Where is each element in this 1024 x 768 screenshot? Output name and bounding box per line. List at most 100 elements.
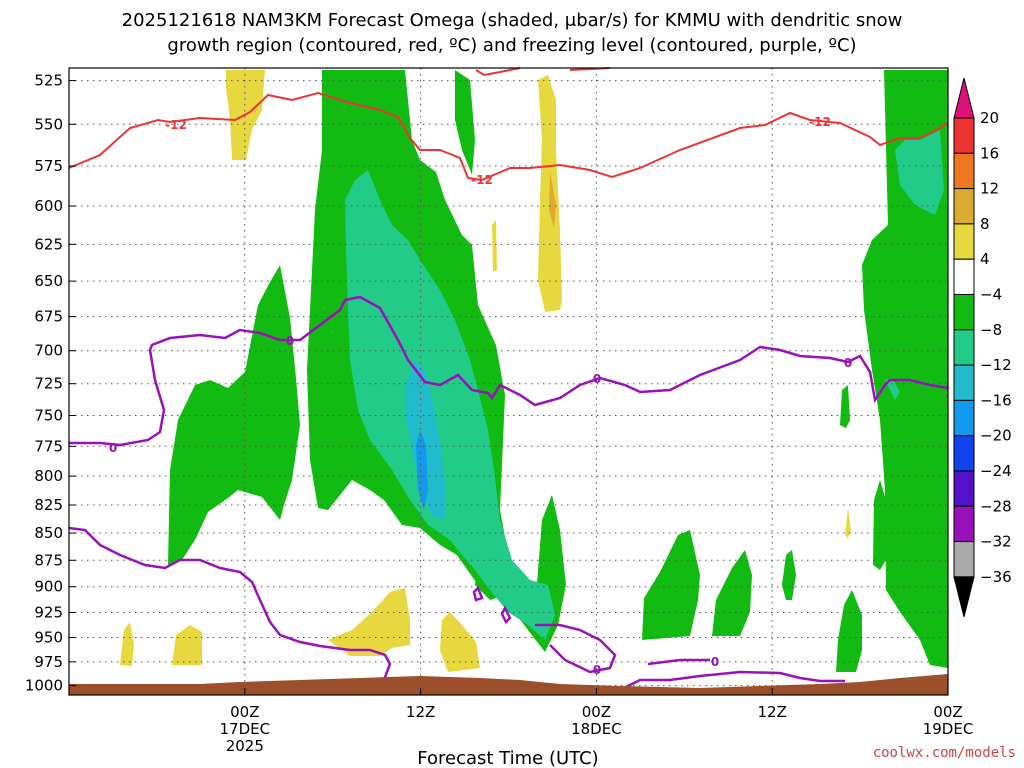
y-tick-label: 875 bbox=[34, 551, 63, 569]
omega-shade-yellow-bottom-5 bbox=[845, 508, 851, 538]
contour-zero-lower-right-line bbox=[535, 623, 617, 674]
colorbar-swatch bbox=[953, 258, 975, 296]
y-tick-label: 725 bbox=[34, 375, 63, 393]
x-tick-label: 18DEC bbox=[571, 720, 622, 738]
omega-shade-cyan-core bbox=[405, 360, 445, 520]
omega-shade-green-lower-3 bbox=[836, 590, 862, 672]
contour-label-zero-d: 0 bbox=[844, 356, 852, 370]
y-tick-label: 625 bbox=[34, 235, 63, 253]
omega-shade-yellow-sliver bbox=[492, 220, 497, 272]
y-tick-label: 850 bbox=[34, 524, 63, 542]
contour-zero-lower-line bbox=[68, 526, 392, 691]
omega-shade-blue-core bbox=[416, 430, 428, 510]
colorbar-tick-label: −16 bbox=[980, 391, 1012, 409]
omega-shade-green-lower-2 bbox=[712, 550, 752, 636]
colorbar-tick-label: −8 bbox=[980, 321, 1002, 339]
y-tick-label: 650 bbox=[34, 272, 63, 290]
colorbar-swatch bbox=[953, 541, 975, 578]
y-tick-label: 550 bbox=[34, 115, 63, 133]
colorbar-bottom-arrow bbox=[953, 576, 975, 618]
plot-frame bbox=[68, 67, 949, 696]
omega-shade-orange-spot bbox=[549, 172, 556, 228]
colorbar-tick-label: 8 bbox=[980, 215, 990, 233]
colorbar-tick-label: −12 bbox=[980, 356, 1012, 374]
y-tick-label: 600 bbox=[34, 197, 63, 215]
x-tick-label: 00Z bbox=[933, 703, 962, 721]
omega-shade-green-right bbox=[862, 70, 948, 668]
colorbar-swatch bbox=[953, 294, 975, 331]
y-tick-label: 825 bbox=[34, 496, 63, 514]
credit-text: coolwx.com/models bbox=[873, 745, 1016, 761]
colorbar-tick-label: −32 bbox=[980, 533, 1012, 551]
colorbar-tick-label: −28 bbox=[980, 497, 1012, 515]
colorbar-swatch bbox=[953, 435, 975, 472]
grid-lines bbox=[69, 68, 949, 695]
y-tick-label: 700 bbox=[34, 342, 63, 360]
contour-minus12-line bbox=[68, 91, 949, 182]
omega-shade-green-lower-6 bbox=[840, 385, 850, 428]
y-tick-label: 675 bbox=[34, 308, 63, 326]
title-line-1: 2025121618 NAM3KM Forecast Omega (shaded… bbox=[122, 10, 903, 31]
colorbar-swatch bbox=[953, 117, 975, 154]
colorbar-swatch bbox=[953, 329, 975, 366]
x-tick-label: 12Z bbox=[406, 703, 435, 721]
colorbar-tick-label: −36 bbox=[980, 568, 1012, 586]
title-line-2: growth region (contoured, red, ºC) and f… bbox=[167, 35, 856, 56]
terrain-surface bbox=[69, 674, 948, 695]
contour-label-zero-b: 0 bbox=[286, 334, 294, 348]
y-tick-label: 925 bbox=[34, 603, 63, 621]
y-tick-label: 975 bbox=[34, 653, 63, 671]
contour-label-zero-c: 0 bbox=[593, 372, 601, 386]
x-tick-label: 00Z bbox=[230, 703, 259, 721]
contour-zero-upper-line bbox=[69, 295, 949, 447]
colorbar-swatch bbox=[953, 505, 975, 543]
omega-shade-teal-main bbox=[345, 170, 555, 640]
colorbar-tick-label: 20 bbox=[980, 109, 999, 127]
colorbar-tick-label: 12 bbox=[980, 180, 999, 198]
omega-shade-yellow-bottom-1 bbox=[120, 622, 134, 666]
omega-shade-green-lower-5 bbox=[873, 480, 886, 570]
y-tick-label: 575 bbox=[34, 157, 63, 175]
colorbar-swatch bbox=[953, 470, 975, 507]
colorbar-tick-label: −20 bbox=[980, 427, 1012, 445]
y-tick-label: 525 bbox=[34, 72, 63, 90]
omega-shade-green-lower-1 bbox=[642, 530, 700, 640]
contour-zero-small-line bbox=[647, 658, 710, 666]
x-axis-title: Forecast Time (UTC) bbox=[417, 748, 598, 768]
omega-shade-green-lower-4 bbox=[782, 550, 796, 600]
colorbar-tick-label: 4 bbox=[980, 250, 990, 268]
colorbar-tick-label: 16 bbox=[980, 144, 999, 162]
y-axis: 525 550 575 600 625 650 675 700 725 750 775 800 825 8… bbox=[25, 72, 76, 695]
colorbar-swatch bbox=[953, 152, 975, 190]
y-tick-label: 775 bbox=[34, 437, 63, 455]
contour-label-minus12-a: -12 bbox=[165, 118, 187, 132]
contour-zero-loop-2 bbox=[500, 605, 512, 625]
colorbar-swatch bbox=[953, 399, 975, 437]
contour-label-minus12-b: -12 bbox=[471, 173, 493, 187]
colorbar-top-arrow bbox=[953, 77, 975, 119]
omega-shade-green-left bbox=[168, 265, 300, 565]
omega-shade-teal-right bbox=[895, 130, 944, 215]
y-tick-label: 750 bbox=[34, 407, 63, 425]
omega-shade-teal-right-2 bbox=[885, 378, 900, 400]
y-tick-label: 800 bbox=[34, 467, 63, 485]
contour-zero-loop-1 bbox=[472, 585, 484, 602]
x-tick-label: 2025 bbox=[226, 737, 264, 755]
y-tick-label: 950 bbox=[34, 628, 63, 646]
colorbar-tick-label: −24 bbox=[980, 462, 1012, 480]
contour-minus12-top-line bbox=[475, 67, 521, 77]
x-tick-label: 12Z bbox=[758, 703, 787, 721]
colorbar-tick-label: −4 bbox=[980, 286, 1002, 304]
contour-label-zero-a: 0 bbox=[109, 441, 117, 455]
colorbar-swatch bbox=[953, 188, 975, 225]
y-tick-label: 900 bbox=[34, 578, 63, 596]
y-tick-label: 1000 bbox=[25, 677, 63, 695]
contour-zero-bottom-line bbox=[619, 670, 845, 692]
omega-shade-yellow-bottom-4 bbox=[440, 612, 480, 672]
contour-label-zero-f: 0 bbox=[711, 655, 719, 669]
colorbar: 20 16 12 8 4 −4 −8 −12 −16 −20 −24 −28 −32 −36 bbox=[953, 77, 1012, 618]
x-tick-label: 19DEC bbox=[923, 720, 974, 738]
omega-shade-yellow-bottom-2 bbox=[172, 625, 202, 665]
